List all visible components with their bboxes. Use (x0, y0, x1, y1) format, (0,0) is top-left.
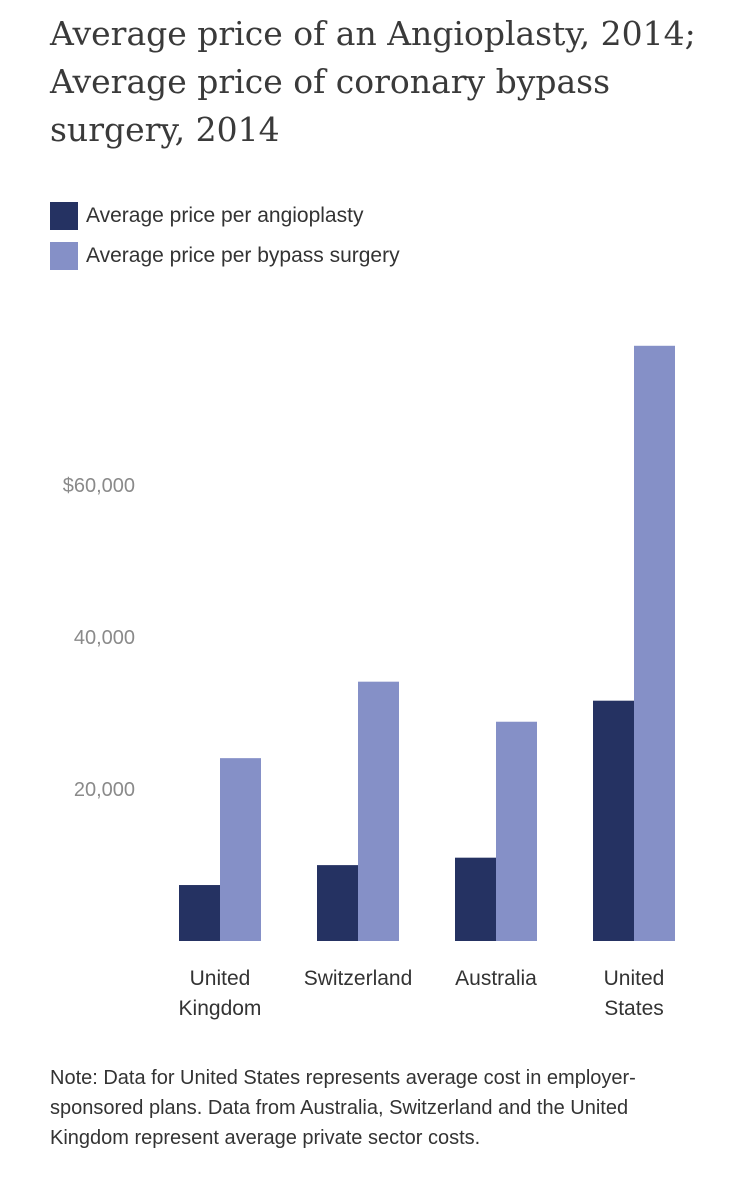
x-category-label: Australia (455, 967, 537, 990)
legend-item-angioplasty: Average price per angioplasty (50, 196, 400, 236)
bar-angioplasty (593, 700, 634, 941)
x-category-label: United States (604, 967, 665, 1020)
x-category-label-line: Australia (455, 967, 537, 990)
x-category-label-line: United (190, 967, 251, 990)
bar-angioplasty (179, 885, 220, 941)
bar-angioplasty (455, 857, 496, 941)
legend-item-bypass: Average price per bypass surgery (50, 236, 400, 276)
chart-title-line: Average price of an Angioplasty, 2014; (50, 14, 696, 53)
x-category-label-line: States (604, 997, 664, 1020)
y-tick-label: 40,000 (74, 627, 135, 649)
chart-title-line: Average price of coronary bypass (50, 62, 611, 101)
bar-bypass (634, 345, 675, 941)
x-category-label-line: United (604, 967, 665, 990)
bar-bypass (220, 758, 261, 941)
bar-bypass (496, 721, 537, 941)
x-category-label: United Kingdom (179, 967, 262, 1020)
legend-label-bypass: Average price per bypass surgery (86, 244, 400, 267)
legend-swatch-angioplasty (50, 202, 78, 230)
chart-note: Note: Data for United States represents … (50, 1067, 636, 1149)
chart-legend: Average price per angioplasty Average pr… (50, 196, 400, 276)
bar-bypass (358, 681, 399, 941)
bar-angioplasty (317, 865, 358, 941)
bar-chart: 20,000 40,000 $60,000 United Kingdom Switzerl… (63, 345, 675, 1020)
y-tick-label: 20,000 (74, 779, 135, 801)
legend-swatch-bypass (50, 242, 78, 270)
chart-title-line: surgery, 2014 (50, 110, 280, 149)
chart-title: Average price of an Angioplasty, 2014; A… (50, 10, 730, 154)
y-tick-label: $60,000 (63, 475, 135, 497)
x-category-label-line: Switzerland (304, 967, 413, 990)
x-category-label: Switzerland (304, 967, 413, 990)
legend-label-angioplasty: Average price per angioplasty (86, 204, 364, 227)
x-category-label-line: Kingdom (179, 997, 262, 1020)
